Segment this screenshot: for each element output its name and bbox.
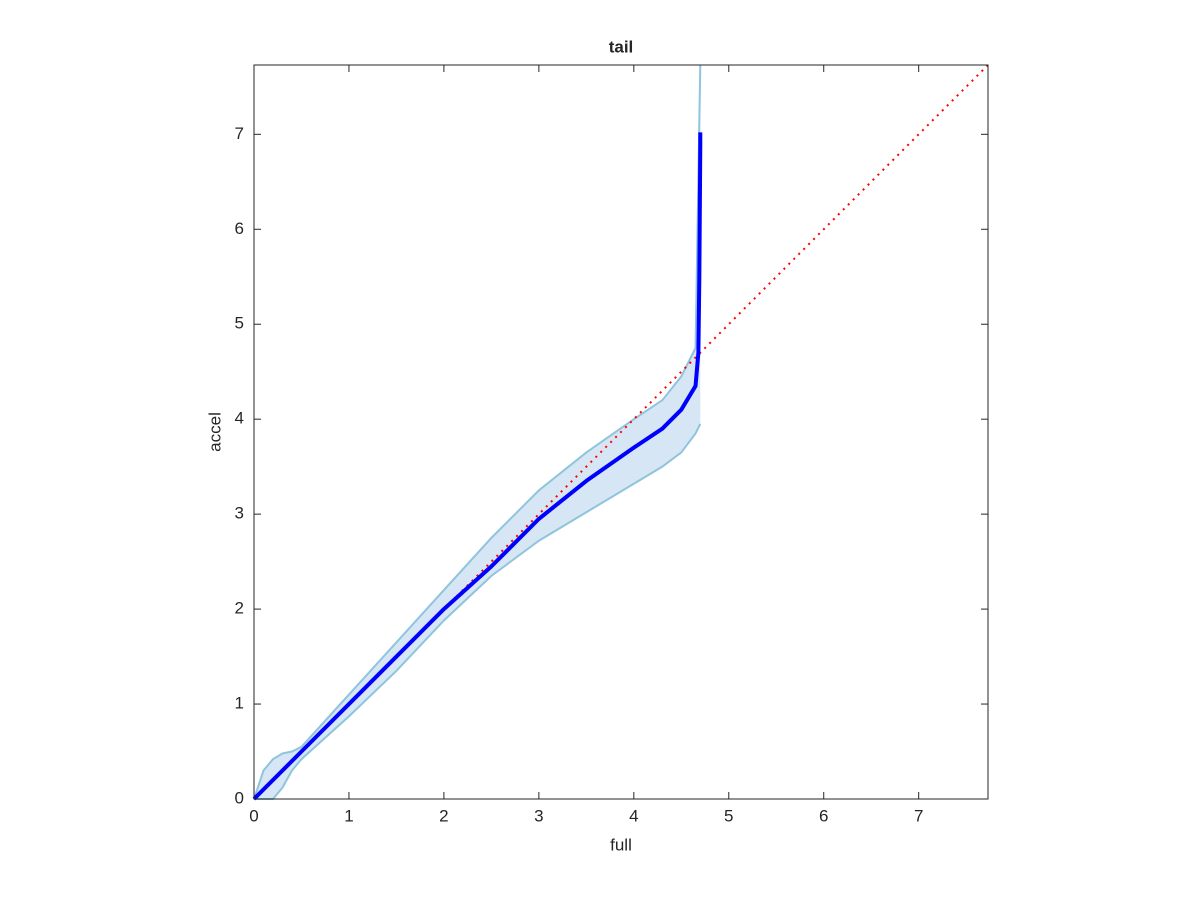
reference-line: [253, 64, 989, 800]
band-lower: [254, 423, 702, 800]
y-tick-label: 7: [235, 124, 244, 143]
x-axis-label: full: [610, 835, 632, 854]
x-tick-label: 0: [249, 806, 258, 825]
band: [254, 65, 701, 799]
x-tick-label: 7: [914, 806, 923, 825]
y-tick-label: 5: [235, 314, 244, 333]
y-tick-label: 0: [235, 788, 244, 807]
quantile-line: [252, 132, 703, 801]
y-tick-label: 4: [235, 409, 244, 428]
chart-title: tail: [609, 37, 634, 56]
y-tick-label: 3: [235, 504, 244, 523]
band-upper: [253, 64, 702, 800]
x-tick-label: 5: [724, 806, 733, 825]
x-tick-label: 2: [439, 806, 448, 825]
x-tick-label: 3: [534, 806, 543, 825]
x-tick-label: 4: [629, 806, 638, 825]
x-tick-label: 1: [344, 806, 353, 825]
y-axis-label: accel: [205, 412, 224, 452]
y-tick-label: 6: [235, 219, 244, 238]
y-tick-label: 2: [235, 599, 244, 618]
y-tick-label: 1: [235, 694, 244, 713]
x-tick-label: 6: [819, 806, 828, 825]
axes-box: [253, 64, 989, 800]
